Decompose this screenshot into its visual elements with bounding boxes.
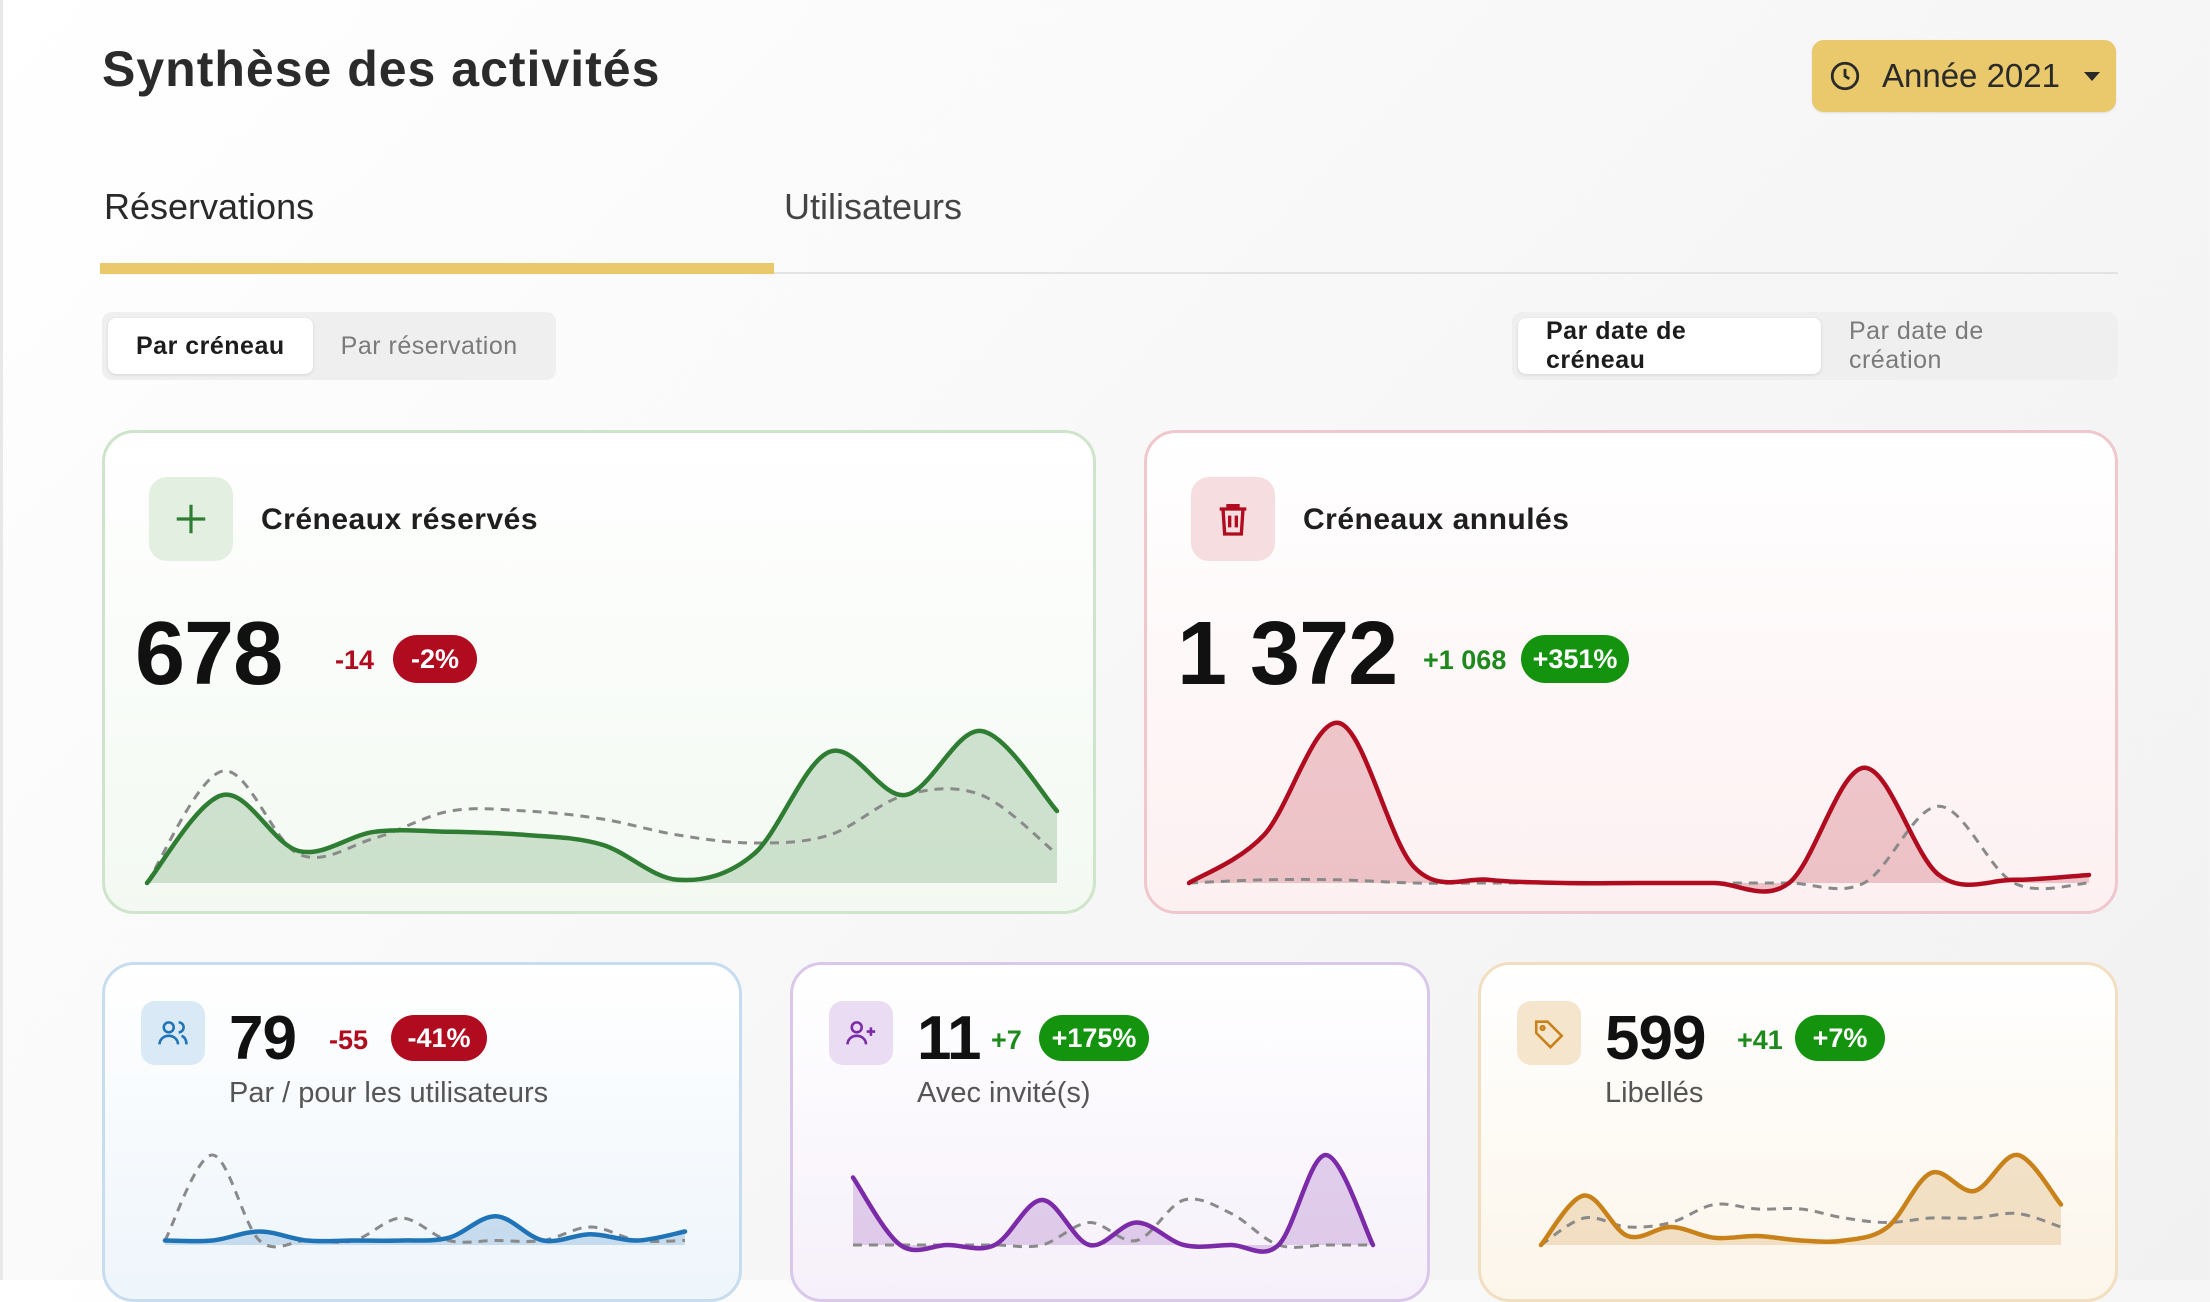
cancelled-slots-sparkline xyxy=(1186,720,2092,894)
previous-period-line xyxy=(853,1197,1373,1249)
tab-reservations[interactable]: Réservations xyxy=(104,186,315,227)
metric-value: 678 xyxy=(135,604,283,704)
booked-slots-sparkline xyxy=(144,728,1060,886)
metric-value: 79 xyxy=(229,1004,297,1073)
metric-value: 1 372 xyxy=(1177,604,1398,704)
labels-card: 599 +41 +7% Libellés xyxy=(1478,962,2118,1302)
toggle-par-reservation[interactable]: Par réservation xyxy=(340,331,518,360)
metric-delta: +41 xyxy=(1737,1025,1783,1055)
metric-delta: +1 068 xyxy=(1423,645,1507,675)
page-edge xyxy=(0,0,3,1280)
page-title: Synthèse des activités xyxy=(102,41,661,97)
date-mode-toggle: Par date de créneau Par date de création xyxy=(1512,312,2118,380)
caret-down-icon xyxy=(2084,71,2100,81)
card-title: Créneaux réservés xyxy=(261,503,539,536)
current-period-line xyxy=(1186,720,2092,894)
metric-label: Libellés xyxy=(1605,1077,1704,1109)
clock-icon xyxy=(1830,61,1860,91)
guests-card: 11 +7 +175% Avec invité(s) xyxy=(790,962,1430,1302)
metric-delta: -14 xyxy=(335,645,375,675)
metric-percent-badge: -41% xyxy=(391,1015,487,1061)
metric-percent-badge: +175% xyxy=(1039,1015,1149,1061)
labels-sparkline xyxy=(1538,1152,2064,1248)
metric-percent-badge: -2% xyxy=(393,635,477,683)
current-period-line xyxy=(850,1152,1376,1254)
booked-slots-card: Créneaux réservés 678 -14 -2% xyxy=(102,430,1096,914)
toggle-par-creneau[interactable]: Par créneau xyxy=(108,318,313,374)
guests-sparkline xyxy=(850,1152,1376,1254)
cancelled-slots-card: Créneaux annulés 1 372 +1 068 +351% xyxy=(1144,430,2118,914)
card-title: Créneaux annulés xyxy=(1303,503,1570,536)
metric-delta: -55 xyxy=(329,1025,369,1055)
count-mode-toggle: Par créneau Par réservation xyxy=(102,312,556,380)
current-period-area xyxy=(853,1155,1373,1252)
toggle-par-date-de-creation[interactable]: Par date de création xyxy=(1848,317,1984,374)
tag-icon xyxy=(1517,1001,1581,1065)
toggle-par-date-de-creneau[interactable]: Par date de créneau xyxy=(1518,317,1821,374)
year-selector-label: Année 2021 xyxy=(1881,57,2060,94)
users-card: 79 -55 -41% Par / pour les utilisateurs xyxy=(102,962,742,1302)
current-period-area xyxy=(147,730,1057,883)
metric-value: 11 xyxy=(917,1004,982,1073)
tab-utilisateurs[interactable]: Utilisateurs xyxy=(784,186,963,227)
current-period-line xyxy=(162,1213,688,1244)
current-period-area xyxy=(1189,722,2089,892)
active-tab-indicator xyxy=(100,263,774,274)
plus-icon xyxy=(149,477,233,561)
year-selector-button[interactable]: Année 2021 xyxy=(1812,40,2116,112)
current-period-line xyxy=(1538,1152,2064,1248)
current-period-area xyxy=(1541,1154,2061,1245)
user-plus-icon xyxy=(829,1001,893,1065)
metric-value: 599 xyxy=(1605,1004,1706,1073)
metric-label: Par / pour les utilisateurs xyxy=(229,1077,549,1109)
main-tabs: Réservations Utilisateurs xyxy=(100,186,2118,274)
users-sparkline xyxy=(162,1153,688,1249)
current-period-line xyxy=(144,728,1060,886)
metric-percent-badge: +7% xyxy=(1795,1015,1885,1061)
users-icon xyxy=(141,1001,205,1065)
metric-delta: +7 xyxy=(991,1025,1022,1055)
metric-label: Avec invité(s) xyxy=(917,1077,1091,1109)
metric-percent-badge: +351% xyxy=(1521,635,1629,683)
previous-period-line xyxy=(1540,1202,2062,1247)
trash-icon xyxy=(1191,477,1275,561)
previous-period-line xyxy=(163,1153,686,1249)
